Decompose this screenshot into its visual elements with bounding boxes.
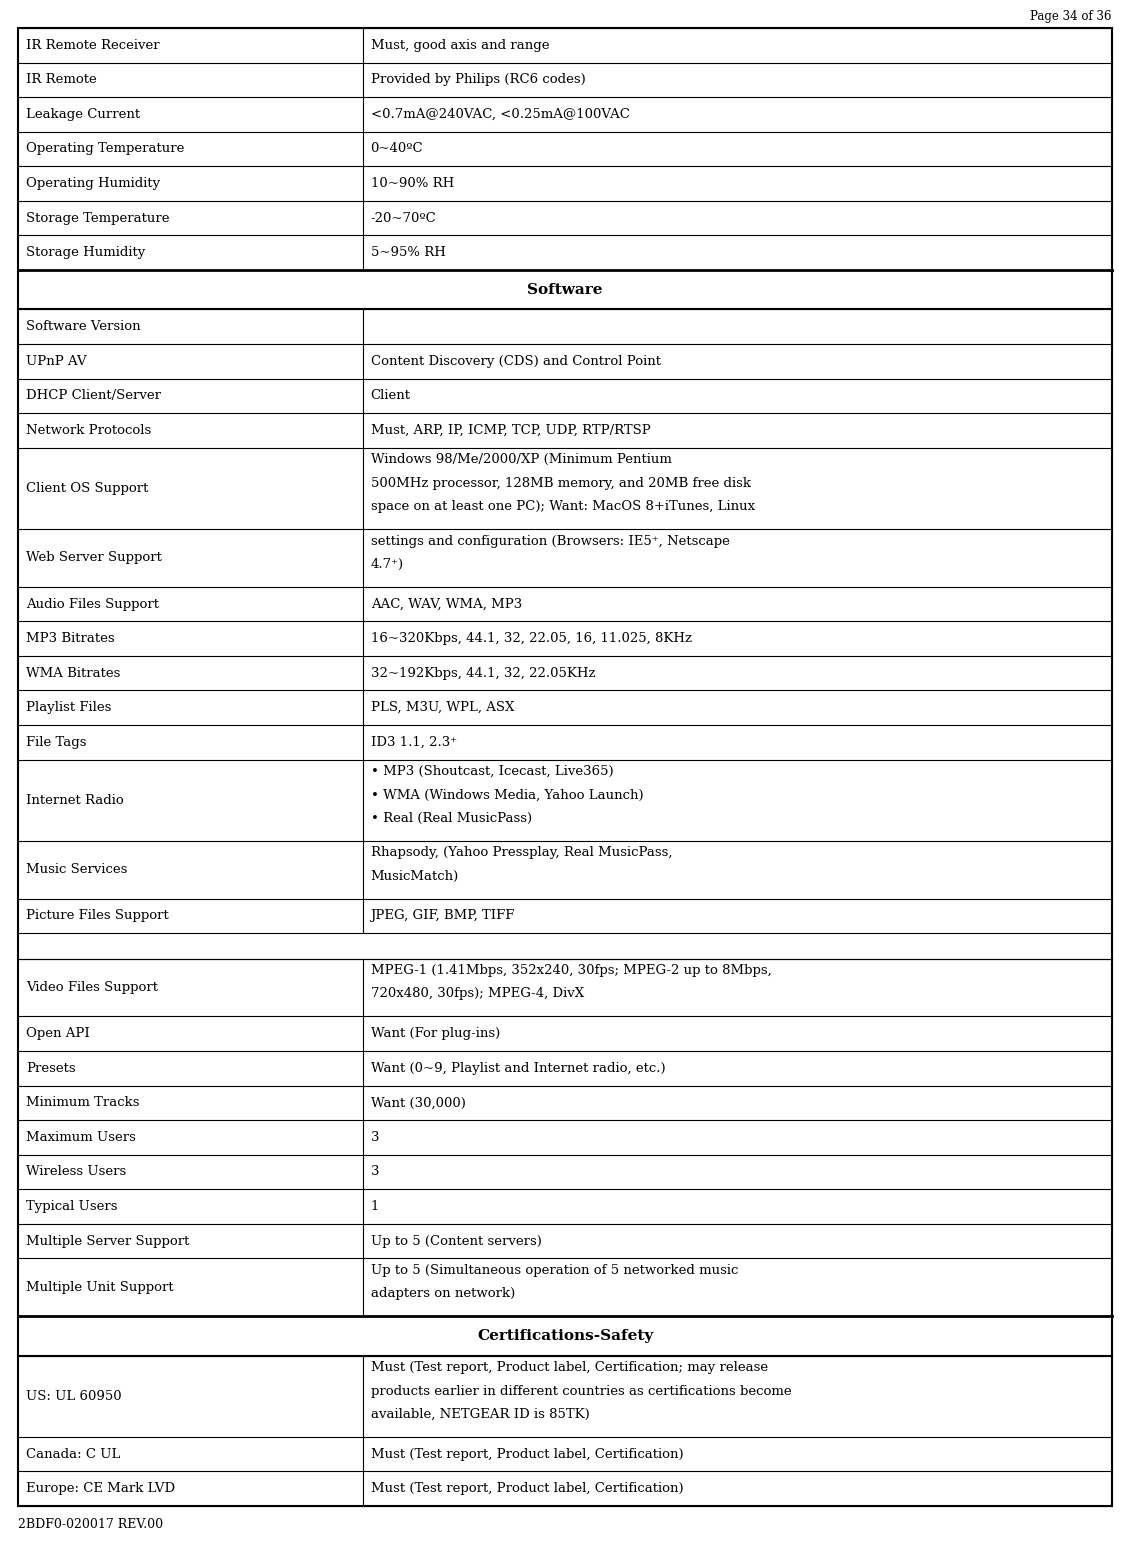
Text: Operating Humidity: Operating Humidity <box>26 177 160 190</box>
Text: 5~95% RH: 5~95% RH <box>371 247 445 259</box>
Text: US: UL 60950: US: UL 60950 <box>26 1390 122 1402</box>
Text: Operating Temperature: Operating Temperature <box>26 142 184 156</box>
Text: 1: 1 <box>371 1200 379 1213</box>
Text: Want (For plug-ins): Want (For plug-ins) <box>371 1028 499 1040</box>
Text: 0~40ºC: 0~40ºC <box>371 142 424 156</box>
Text: Canada: C UL: Canada: C UL <box>26 1447 121 1461</box>
Text: Must, ARP, IP, ICMP, TCP, UDP, RTP/RTSP: Must, ARP, IP, ICMP, TCP, UDP, RTP/RTSP <box>371 424 651 438</box>
Text: Music Services: Music Services <box>26 863 128 877</box>
Text: 32~192Kbps, 44.1, 32, 22.05KHz: 32~192Kbps, 44.1, 32, 22.05KHz <box>371 667 596 680</box>
Text: Web Server Support: Web Server Support <box>26 552 162 564</box>
Text: Multiple Unit Support: Multiple Unit Support <box>26 1281 174 1294</box>
Text: JPEG, GIF, BMP, TIFF: JPEG, GIF, BMP, TIFF <box>371 909 515 923</box>
Text: Must, good axis and range: Must, good axis and range <box>371 39 549 52</box>
Text: Up to 5 (Simultaneous operation of 5 networked music: Up to 5 (Simultaneous operation of 5 net… <box>371 1264 738 1277</box>
Text: <0.7mA@240VAC, <0.25mA@100VAC: <0.7mA@240VAC, <0.25mA@100VAC <box>371 108 629 120</box>
Text: 16~320Kbps, 44.1, 32, 22.05, 16, 11.025, 8KHz: 16~320Kbps, 44.1, 32, 22.05, 16, 11.025,… <box>371 632 692 646</box>
Text: space on at least one PC); Want: MacOS 8+iTunes, Linux: space on at least one PC); Want: MacOS 8… <box>371 499 755 513</box>
Text: IR Remote: IR Remote <box>26 74 97 86</box>
Text: Playlist Files: Playlist Files <box>26 701 112 713</box>
Text: PLS, M3U, WPL, ASX: PLS, M3U, WPL, ASX <box>371 701 514 713</box>
Text: Video Files Support: Video Files Support <box>26 982 158 994</box>
Text: Audio Files Support: Audio Files Support <box>26 598 159 610</box>
Text: Must (Test report, Product label, Certification): Must (Test report, Product label, Certif… <box>371 1447 684 1461</box>
Text: Network Protocols: Network Protocols <box>26 424 151 438</box>
Text: Rhapsody, (Yahoo Pressplay, Real MusicPass,: Rhapsody, (Yahoo Pressplay, Real MusicPa… <box>371 846 672 860</box>
Text: Up to 5 (Content servers): Up to 5 (Content servers) <box>371 1234 541 1248</box>
Text: AAC, WAV, WMA, MP3: AAC, WAV, WMA, MP3 <box>371 598 522 610</box>
Text: Must (Test report, Product label, Certification): Must (Test report, Product label, Certif… <box>371 1482 684 1495</box>
Text: 3: 3 <box>371 1165 379 1179</box>
Text: Software: Software <box>528 282 602 297</box>
Text: Provided by Philips (RC6 codes): Provided by Philips (RC6 codes) <box>371 74 585 86</box>
Text: • MP3 (Shoutcast, Icecast, Live365): • MP3 (Shoutcast, Icecast, Live365) <box>371 766 614 778</box>
Text: 3: 3 <box>371 1131 379 1143</box>
Text: Page 34 of 36: Page 34 of 36 <box>1031 9 1112 23</box>
Text: Storage Humidity: Storage Humidity <box>26 247 146 259</box>
Text: products earlier in different countries as certifications become: products earlier in different countries … <box>371 1385 791 1398</box>
Text: Content Discovery (CDS) and Control Point: Content Discovery (CDS) and Control Poin… <box>371 354 661 368</box>
Text: Presets: Presets <box>26 1062 76 1074</box>
Text: settings and configuration (Browsers: IE5⁺, Netscape: settings and configuration (Browsers: IE… <box>371 535 730 547</box>
Text: available, NETGEAR ID is 85TK): available, NETGEAR ID is 85TK) <box>371 1408 590 1421</box>
Text: WMA Bitrates: WMA Bitrates <box>26 667 121 680</box>
Text: MP3 Bitrates: MP3 Bitrates <box>26 632 114 646</box>
Text: Internet Radio: Internet Radio <box>26 794 124 806</box>
Text: Minimum Tracks: Minimum Tracks <box>26 1096 139 1110</box>
Text: • Real (Real MusicPass): • Real (Real MusicPass) <box>371 812 532 824</box>
Text: Storage Temperature: Storage Temperature <box>26 211 170 225</box>
Text: ID3 1.1, 2.3⁺: ID3 1.1, 2.3⁺ <box>371 735 457 749</box>
Text: Want (0~9, Playlist and Internet radio, etc.): Want (0~9, Playlist and Internet radio, … <box>371 1062 666 1074</box>
Text: Client: Client <box>371 390 410 402</box>
Text: Wireless Users: Wireless Users <box>26 1165 127 1179</box>
Text: Client OS Support: Client OS Support <box>26 482 148 495</box>
Text: Multiple Server Support: Multiple Server Support <box>26 1234 190 1248</box>
Text: 4.7⁺): 4.7⁺) <box>371 558 403 570</box>
Text: DHCP Client/Server: DHCP Client/Server <box>26 390 160 402</box>
Text: Europe: CE Mark LVD: Europe: CE Mark LVD <box>26 1482 175 1495</box>
Text: • WMA (Windows Media, Yahoo Launch): • WMA (Windows Media, Yahoo Launch) <box>371 789 643 801</box>
Text: Want (30,000): Want (30,000) <box>371 1096 466 1110</box>
Text: File Tags: File Tags <box>26 735 87 749</box>
Text: 500MHz processor, 128MB memory, and 20MB free disk: 500MHz processor, 128MB memory, and 20MB… <box>371 476 750 490</box>
Text: 10~90% RH: 10~90% RH <box>371 177 454 190</box>
Text: Picture Files Support: Picture Files Support <box>26 909 168 923</box>
Text: adapters on network): adapters on network) <box>371 1287 515 1301</box>
Text: Must (Test report, Product label, Certification; may release: Must (Test report, Product label, Certif… <box>371 1361 767 1375</box>
Text: Leakage Current: Leakage Current <box>26 108 140 120</box>
Text: 2BDF0-020017 REV.00: 2BDF0-020017 REV.00 <box>18 1518 163 1532</box>
Text: -20~70ºC: -20~70ºC <box>371 211 436 225</box>
Text: Certifications-Safety: Certifications-Safety <box>477 1328 653 1342</box>
Text: MPEG-1 (1.41Mbps, 352x240, 30fps; MPEG-2 up to 8Mbps,: MPEG-1 (1.41Mbps, 352x240, 30fps; MPEG-2… <box>371 965 772 977</box>
Text: Windows 98/Me/2000/XP (Minimum Pentium: Windows 98/Me/2000/XP (Minimum Pentium <box>371 453 671 467</box>
Text: UPnP AV: UPnP AV <box>26 354 87 368</box>
Text: 720x480, 30fps); MPEG-4, DivX: 720x480, 30fps); MPEG-4, DivX <box>371 988 584 1000</box>
Text: IR Remote Receiver: IR Remote Receiver <box>26 39 159 52</box>
Text: Maximum Users: Maximum Users <box>26 1131 136 1143</box>
Text: MusicMatch): MusicMatch) <box>371 869 459 883</box>
Text: Typical Users: Typical Users <box>26 1200 118 1213</box>
Text: Software Version: Software Version <box>26 321 140 333</box>
Text: Open API: Open API <box>26 1028 89 1040</box>
